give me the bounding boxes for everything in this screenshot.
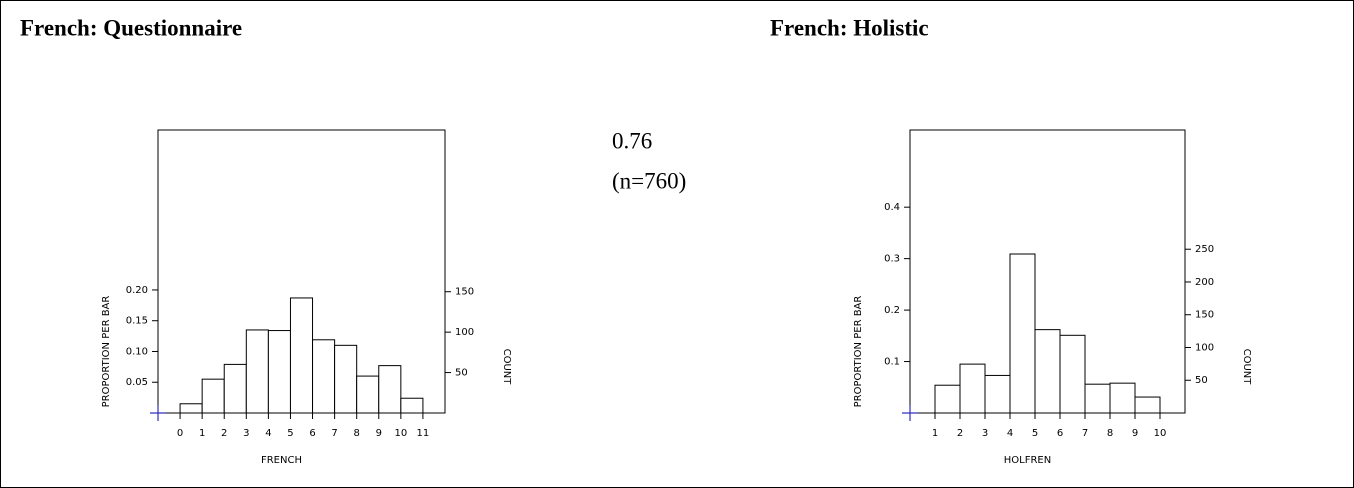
y-tick-label: 0.1 bbox=[884, 357, 900, 368]
bar bbox=[312, 339, 336, 414]
y2-tick-label: 150 bbox=[455, 287, 474, 298]
bar bbox=[1009, 253, 1036, 414]
y-axis-label: PROPORTION PER BAR bbox=[853, 296, 864, 408]
x-tick-label: 9 bbox=[1132, 428, 1138, 439]
bar bbox=[267, 330, 291, 414]
x-axis-label: FRENCH bbox=[261, 455, 302, 466]
x-tick-label: 5 bbox=[1032, 428, 1038, 439]
bar bbox=[378, 365, 402, 414]
x-tick-label: 10 bbox=[394, 428, 407, 439]
y-tick-label: 0.15 bbox=[126, 316, 148, 327]
x-tick-label: 8 bbox=[354, 428, 360, 439]
y2-tick-label: 150 bbox=[1195, 310, 1214, 321]
chart-title: French: Holistic bbox=[770, 15, 929, 40]
origin-cross bbox=[150, 405, 166, 421]
bar bbox=[1084, 383, 1111, 414]
y-axis-label: PROPORTION PER BAR bbox=[101, 296, 112, 408]
bar bbox=[223, 363, 247, 414]
bar bbox=[1109, 382, 1136, 414]
x-axis-label: HOLFREN bbox=[1004, 455, 1051, 466]
y2-tick-label: 250 bbox=[1195, 244, 1214, 255]
y-tick-label: 0.4 bbox=[884, 202, 900, 213]
bar bbox=[1059, 334, 1086, 414]
x-tick-label: 7 bbox=[331, 428, 337, 439]
bar bbox=[201, 378, 225, 414]
annotation: (n=760) bbox=[612, 168, 686, 193]
bar bbox=[334, 344, 358, 414]
y2-tick-label: 50 bbox=[455, 368, 468, 379]
chart-title: French: Questionnaire bbox=[20, 15, 242, 40]
x-tick-label: 7 bbox=[1082, 428, 1088, 439]
x-tick-label: 3 bbox=[243, 428, 249, 439]
y2-tick-label: 50 bbox=[1195, 375, 1208, 386]
y2-tick-label: 100 bbox=[455, 327, 474, 338]
bar bbox=[179, 403, 203, 414]
x-tick-label: 10 bbox=[1154, 428, 1167, 439]
y2-tick-label: 100 bbox=[1195, 342, 1214, 353]
x-tick-label: 3 bbox=[982, 428, 988, 439]
x-tick-label: 1 bbox=[199, 428, 205, 439]
y2-axis-label: COUNT bbox=[501, 349, 512, 386]
x-tick-label: 1 bbox=[932, 428, 938, 439]
y-tick-label: 0.20 bbox=[126, 285, 148, 296]
bar bbox=[245, 329, 269, 414]
bar bbox=[1134, 396, 1161, 414]
x-tick-label: 0 bbox=[177, 428, 183, 439]
x-tick-label: 6 bbox=[1057, 428, 1063, 439]
bar bbox=[356, 375, 380, 414]
y-tick-label: 0.2 bbox=[884, 305, 900, 316]
x-tick-label: 4 bbox=[1007, 428, 1013, 439]
origin-cross bbox=[902, 405, 918, 421]
bar bbox=[959, 363, 986, 414]
y-tick-label: 0.05 bbox=[126, 377, 148, 388]
bar bbox=[400, 397, 424, 414]
y2-tick-label: 200 bbox=[1195, 277, 1214, 288]
x-tick-label: 4 bbox=[265, 428, 271, 439]
y2-axis-label: COUNT bbox=[1241, 349, 1252, 386]
x-tick-label: 8 bbox=[1107, 428, 1113, 439]
bar bbox=[934, 384, 961, 414]
annotation: 0.76 bbox=[612, 128, 652, 153]
x-tick-label: 9 bbox=[376, 428, 382, 439]
bar bbox=[289, 297, 314, 414]
y-tick-label: 0.3 bbox=[884, 254, 900, 265]
x-tick-label: 11 bbox=[417, 428, 430, 439]
x-tick-label: 2 bbox=[957, 428, 963, 439]
x-tick-label: 2 bbox=[221, 428, 227, 439]
bar bbox=[1034, 329, 1061, 414]
bar bbox=[984, 374, 1011, 414]
x-tick-label: 5 bbox=[287, 428, 293, 439]
y-tick-label: 0.10 bbox=[126, 346, 148, 357]
x-tick-label: 6 bbox=[309, 428, 315, 439]
